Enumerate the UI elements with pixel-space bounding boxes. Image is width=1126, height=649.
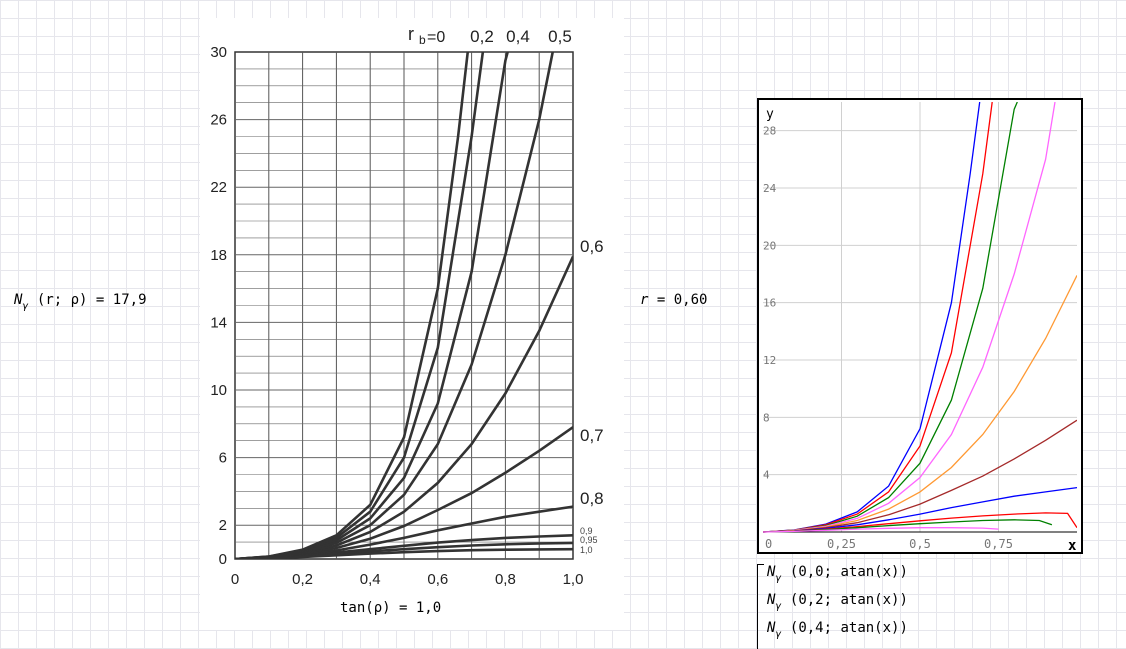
- n-gamma-args: (r; ρ): [36, 292, 88, 308]
- reference-curve-labels: 0,2 0,4 0,5 0,6 0,7 0,8 0,90,951,0: [470, 27, 603, 555]
- reference-y-tick-label: 18: [210, 247, 227, 264]
- computed-x-tick-label: 0,75: [984, 537, 1013, 551]
- reference-y-tick-label: 0: [219, 551, 227, 568]
- reference-x-tick-label: 0,6: [427, 571, 448, 588]
- reference-y-tick-label: 26: [210, 112, 227, 129]
- reference-curve-label-small: 0,9: [580, 526, 593, 536]
- r-value: = 0,60: [656, 292, 708, 308]
- reference-x-tick-label: 0,2: [292, 571, 313, 588]
- n-gamma-symbol: N: [14, 292, 23, 308]
- rb-label-r: r: [408, 24, 414, 44]
- reference-x-tick-label: 1,0: [563, 571, 584, 588]
- n-gamma-value: = 17,9: [95, 292, 147, 308]
- reference-chart-panel: 0 2 6 10 14 18 22 26 30 0 0,2 0,4 0,6 0,8 1,0 0,2 0,4 0…: [200, 18, 624, 630]
- reference-curve-label-top: 0,2: [470, 27, 494, 46]
- reference-x-tick-label: 0,4: [360, 571, 381, 588]
- reference-curve-r1-0: [235, 547, 573, 559]
- reference-x-ticks: 0 0,2 0,4 0,6 0,8 1,0: [231, 571, 584, 588]
- gamma-subscript: γ: [775, 573, 782, 584]
- reference-y-tick-label: 22: [210, 179, 227, 196]
- computed-x-ticks: 0 0,25 0,5 0,75: [765, 537, 1013, 551]
- computed-x-tick-label: 0: [765, 537, 772, 551]
- computed-chart-panel[interactable]: 4 8 12 16 20 24 28 0 0,25 0,5 0,75 y x: [757, 98, 1083, 554]
- n-symbol: N: [767, 620, 776, 636]
- function-list-item[interactable]: Nγ (0,4; atan(x)): [767, 620, 908, 640]
- computed-y-tick-label: 28: [763, 125, 776, 138]
- rb-label-eq: =0: [427, 29, 445, 46]
- reference-x-tick-label: 0,8: [495, 571, 516, 588]
- n-gamma-expression[interactable]: Nγ (r; ρ) = 17,9: [14, 292, 147, 312]
- rb-label-b: b: [419, 33, 426, 47]
- reference-curve-label-top: 0,4: [506, 27, 530, 46]
- bracket: [757, 564, 764, 649]
- n-symbol: N: [767, 592, 776, 608]
- n-symbol: N: [767, 564, 776, 580]
- reference-curve-label-small: 0,95: [580, 535, 598, 545]
- computed-chart: 4 8 12 16 20 24 28 0 0,25 0,5 0,75 y x: [757, 98, 1083, 554]
- function-args: (0,4; atan(x)): [781, 620, 908, 636]
- reference-x-tick-label: 0: [231, 571, 239, 588]
- reference-curve-label-side: 0,7: [580, 426, 604, 445]
- reference-y-tick-label: 30: [210, 44, 227, 61]
- reference-curve-label-small: 1,0: [580, 545, 593, 555]
- computed-y-tick-label: 20: [763, 239, 776, 252]
- function-args: (0,0; atan(x)): [781, 564, 908, 580]
- reference-grid: [234, 51, 574, 560]
- n-gamma-subscript: γ: [22, 301, 29, 312]
- reference-curve-label-side: 0,6: [580, 237, 604, 256]
- function-list-item[interactable]: Nγ (0,0; atan(x)): [767, 564, 908, 584]
- reference-curve-label-top: 0,5: [548, 27, 572, 46]
- computed-y-tick-label: 12: [763, 354, 776, 367]
- function-list-item[interactable]: Nγ (0,2; atan(x)): [767, 592, 908, 612]
- computed-y-tick-label: 8: [763, 411, 770, 424]
- gamma-subscript: γ: [775, 601, 782, 612]
- computed-grid: [757, 98, 1083, 554]
- reference-y-tick-label: 6: [219, 450, 227, 467]
- function-list[interactable]: Nγ (0,0; atan(x)) Nγ (0,2; atan(x)) Nγ (0,…: [757, 562, 1017, 649]
- computed-curve-9: [763, 527, 999, 533]
- computed-y-tick-label: 4: [763, 469, 770, 482]
- reference-y-tick-label: 2: [219, 517, 227, 534]
- gamma-subscript: γ: [775, 629, 782, 640]
- computed-y-ticks: 4 8 12 16 20 24 28: [763, 125, 777, 482]
- function-args: (0,2; atan(x)): [781, 592, 908, 608]
- tan-lhs: tan(ρ): [340, 600, 391, 616]
- computed-x-tick-label: 0,5: [909, 537, 931, 551]
- reference-curve-label-side: 0,8: [580, 489, 604, 508]
- computed-y-axis-label: y: [766, 107, 774, 122]
- r-symbol: r: [640, 292, 649, 308]
- r-expression[interactable]: r = 0,60: [640, 292, 707, 308]
- computed-y-tick-label: 24: [763, 182, 777, 195]
- computed-curves: [763, 102, 1077, 533]
- tan-expression[interactable]: tan(ρ) = 1,0: [340, 600, 441, 616]
- computed-x-axis-label: x: [1068, 538, 1077, 554]
- reference-curves: [235, 52, 573, 559]
- reference-y-tick-label: 14: [210, 314, 227, 331]
- reference-y-tick-label: 10: [210, 382, 227, 399]
- computed-x-tick-label: 0,25: [827, 537, 856, 551]
- computed-y-tick-label: 16: [763, 297, 776, 310]
- tan-value: = 1,0: [399, 600, 442, 616]
